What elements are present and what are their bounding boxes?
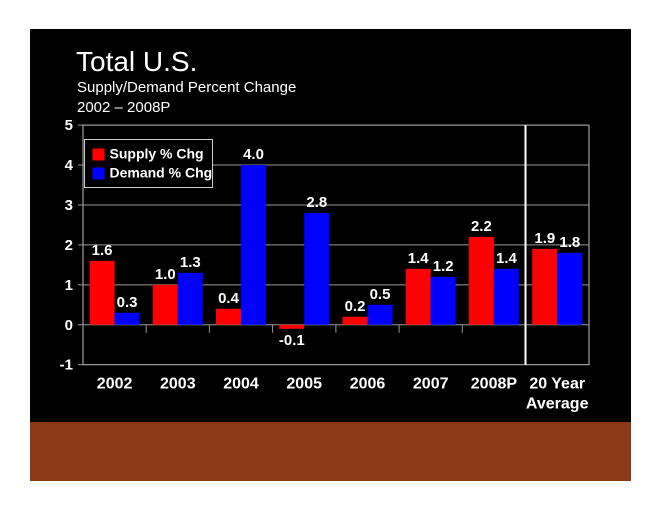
svg-text:2003: 2003 — [160, 376, 196, 393]
svg-text:Supply % Chg: Supply % Chg — [110, 146, 204, 162]
svg-text:2004: 2004 — [223, 376, 259, 393]
svg-text:2008P: 2008P — [471, 376, 518, 393]
svg-text:4: 4 — [65, 157, 74, 174]
svg-text:5: 5 — [65, 117, 73, 134]
svg-text:1.4: 1.4 — [408, 250, 430, 267]
svg-text:1.4: 1.4 — [496, 250, 518, 267]
svg-text:3: 3 — [65, 197, 73, 214]
svg-text:-1: -1 — [60, 357, 73, 374]
svg-text:2.8: 2.8 — [306, 194, 327, 211]
svg-text:2006: 2006 — [350, 376, 386, 393]
svg-text:0.4: 0.4 — [218, 290, 240, 307]
svg-text:2.2: 2.2 — [471, 218, 492, 235]
svg-text:1.0: 1.0 — [155, 266, 176, 283]
svg-text:4.0: 4.0 — [243, 146, 264, 163]
svg-text:1.2: 1.2 — [433, 258, 454, 275]
svg-text:1.6: 1.6 — [92, 242, 113, 259]
svg-text:2002: 2002 — [97, 376, 133, 393]
svg-text:Average: Average — [526, 396, 589, 413]
svg-text:0.2: 0.2 — [345, 298, 366, 315]
svg-text:1.3: 1.3 — [180, 254, 201, 271]
svg-text:1.9: 1.9 — [534, 230, 555, 247]
svg-text:1: 1 — [65, 277, 73, 294]
svg-text:2007: 2007 — [413, 376, 449, 393]
svg-text:1.8: 1.8 — [559, 234, 580, 251]
svg-text:2005: 2005 — [286, 376, 322, 393]
svg-text:0: 0 — [65, 317, 73, 334]
svg-text:20 Year: 20 Year — [529, 376, 585, 393]
svg-text:2: 2 — [65, 237, 73, 254]
svg-text:-0.1: -0.1 — [279, 332, 305, 349]
svg-text:0.3: 0.3 — [117, 294, 138, 311]
svg-text:0.5: 0.5 — [370, 286, 391, 303]
svg-text:Demand % Chg: Demand % Chg — [110, 165, 213, 181]
